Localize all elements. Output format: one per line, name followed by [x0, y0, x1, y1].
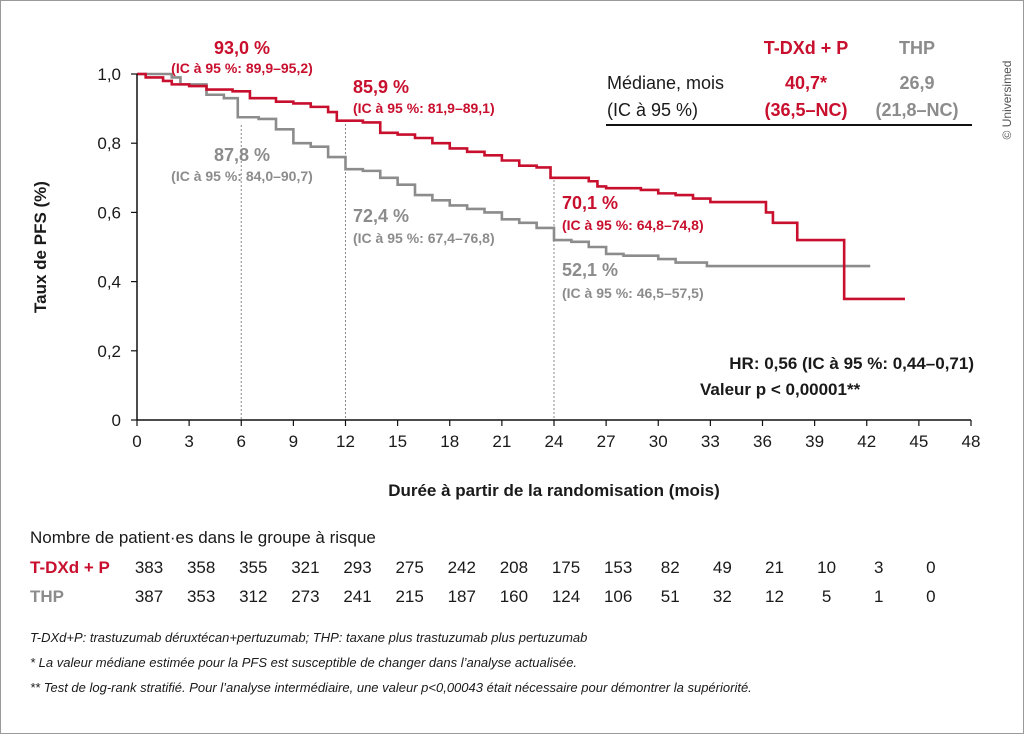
median-thp-value: 26,9: [899, 73, 934, 93]
risk-table-values: 383 358 355 321 293 275 242 208 175 153 82 49 21 10 3 0…: [135, 558, 936, 606]
risk-value: 21: [765, 558, 784, 577]
risk-value: 215: [395, 587, 423, 606]
median-tdxd-ci: (36,5–NC): [764, 100, 847, 120]
median-thp-ci: (21,8–NC): [875, 100, 958, 120]
annotation-gray-12-value: 72,4 %: [353, 206, 409, 226]
annotation-gray-12-ci: (IC à 95 %: 67,4–76,8): [353, 230, 495, 246]
risk-value: 273: [291, 587, 319, 606]
median-row-label: Médiane, mois: [607, 73, 724, 93]
risk-value: 153: [604, 558, 632, 577]
reference-lines: [240, 120, 555, 420]
risk-value: 51: [661, 587, 680, 606]
x-tick-label: 27: [597, 432, 616, 451]
x-tick-label: 42: [857, 432, 876, 451]
risk-value: 10: [817, 558, 836, 577]
risk-value: 32: [713, 587, 732, 606]
risk-row-label-thp: THP: [30, 587, 64, 606]
copyright: © Universimed: [1000, 61, 1014, 140]
curve-t-dxd-p: [137, 72, 905, 301]
median-row-ci-label: (IC à 95 %): [607, 100, 698, 120]
y-tick-label: 0,6: [97, 203, 121, 222]
risk-value: 0: [926, 587, 935, 606]
risk-value: 175: [552, 558, 580, 577]
x-tick-label: 6: [237, 432, 246, 451]
risk-value: 1: [874, 587, 883, 606]
y-tick-label: 1,0: [97, 65, 121, 84]
survival-curves: [137, 72, 905, 301]
annotation-gray-6-value: 87,8 %: [214, 145, 270, 165]
risk-value: 5: [822, 587, 831, 606]
y-tick-label: 0,8: [97, 134, 121, 153]
y-tick-label: 0: [112, 411, 121, 430]
annotation-red-6-value: 93,0 %: [214, 38, 270, 58]
x-tick-label: 21: [492, 432, 511, 451]
curve-thp: [137, 72, 871, 268]
y-axis-label: Taux de PFS (%): [31, 181, 50, 313]
annotation-gray-24-value: 52,1 %: [562, 260, 618, 280]
risk-value: 106: [604, 587, 632, 606]
risk-value: 353: [187, 587, 215, 606]
risk-value: 160: [500, 587, 528, 606]
annotation-red-24-ci: (IC à 95 %: 64,8–74,8): [562, 217, 704, 233]
risk-value: 383: [135, 558, 163, 577]
risk-value: 312: [239, 587, 267, 606]
annotation-red-12-ci: (IC à 95 %: 81,9–89,1): [353, 100, 495, 116]
median-col-tdxd: T-DXd + P: [764, 38, 849, 58]
x-tick-label: 48: [962, 432, 981, 451]
risk-value: 321: [291, 558, 319, 577]
x-tick-label: 18: [440, 432, 459, 451]
risk-value: 242: [448, 558, 476, 577]
x-tick-label: 24: [545, 432, 564, 451]
risk-value: 355: [239, 558, 267, 577]
x-tick-label: 9: [289, 432, 298, 451]
x-tick-label: 15: [388, 432, 407, 451]
y-tick-label: 0,4: [97, 273, 121, 292]
risk-value: 0: [926, 558, 935, 577]
annotation-gray-6-ci: (IC à 95 %: 84,0–90,7): [171, 168, 313, 184]
x-tick-label: 30: [649, 432, 668, 451]
risk-value: 358: [187, 558, 215, 577]
axes: 0 3 6 9 12 15 18 21 24 27 30 33 36 39 42 45 4800,20,40,6…: [97, 65, 980, 451]
annotation-red-12-value: 85,9 %: [353, 77, 409, 97]
risk-value: 241: [343, 587, 371, 606]
risk-row-label-tdxd: T-DXd + P: [30, 558, 110, 577]
x-axis-label: Durée à partir de la randomisation (mois…: [388, 481, 720, 500]
x-tick-label: 33: [701, 432, 720, 451]
p-value: Valeur p < 0,00001**: [700, 380, 861, 399]
risk-value: 208: [500, 558, 528, 577]
risk-value: 12: [765, 587, 784, 606]
risk-value: 275: [395, 558, 423, 577]
median-tdxd-value: 40,7*: [785, 73, 827, 93]
x-tick-label: 39: [805, 432, 824, 451]
risk-value: 187: [448, 587, 476, 606]
risk-value: 124: [552, 587, 580, 606]
y-tick-label: 0,2: [97, 342, 121, 361]
x-tick-label: 3: [184, 432, 193, 451]
x-tick-label: 45: [909, 432, 928, 451]
footnote-3: ** Test de log-rank stratifié. Pour l’an…: [30, 680, 752, 695]
annotation-red-24-value: 70,1 %: [562, 193, 618, 213]
risk-value: 293: [343, 558, 371, 577]
annotation-red-6-ci: (IC à 95 %: 89,9–95,2): [171, 60, 313, 76]
risk-table-title: Nombre de patient·es dans le groupe à ri…: [30, 528, 376, 547]
footnote-2: * La valeur médiane estimée pour la PFS …: [30, 655, 577, 670]
footnote-1: T-DXd+P: trastuzumab déruxtécan+pertuzum…: [30, 630, 587, 645]
risk-value: 3: [874, 558, 883, 577]
risk-value: 387: [135, 587, 163, 606]
x-tick-label: 36: [753, 432, 772, 451]
risk-value: 82: [661, 558, 680, 577]
risk-value: 49: [713, 558, 732, 577]
x-tick-label: 12: [336, 432, 355, 451]
hazard-ratio: HR: 0,56 (IC à 95 %: 0,44–0,71): [729, 354, 974, 373]
x-tick-label: 0: [132, 432, 141, 451]
median-col-thp: THP: [899, 38, 935, 58]
annotation-gray-24-ci: (IC à 95 %: 46,5–57,5): [562, 285, 704, 301]
